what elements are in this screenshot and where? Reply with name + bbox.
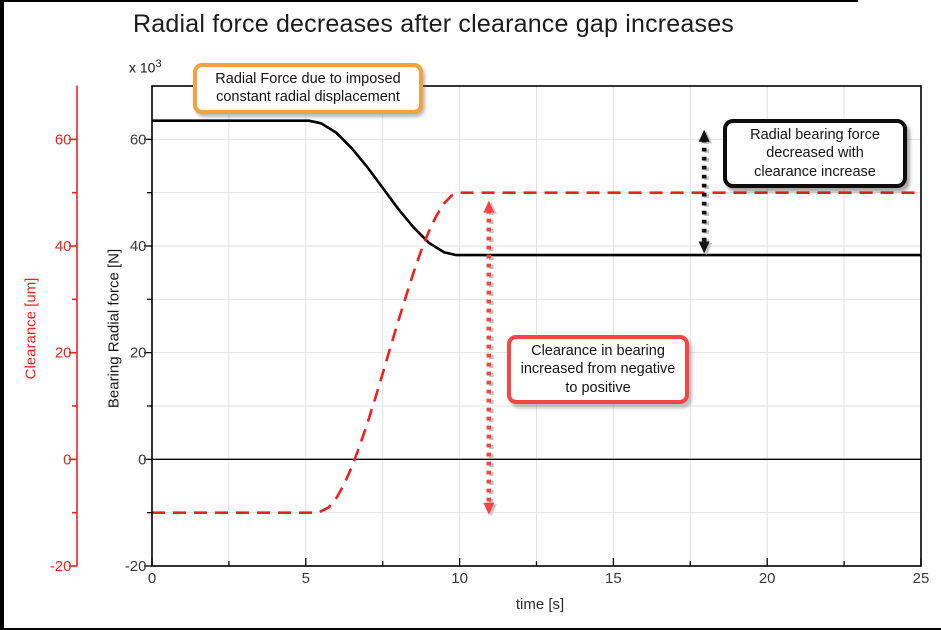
clearance-axis-label: Clearance [um] [22, 277, 40, 380]
clearance-tick-label: 60 [55, 131, 72, 148]
force-tick-label: 20 [130, 345, 147, 362]
force-tick-label: -20 [125, 558, 147, 575]
clearance-curve [152, 191, 921, 515]
x-tick-label: 10 [451, 570, 468, 587]
slide-border-bottom [0, 628, 941, 630]
callout-text-line: Clearance in bearing [531, 343, 665, 359]
clearance-tick-label: -20 [50, 558, 72, 575]
scale-exponent: 3 [155, 58, 162, 70]
force-tick-label: 60 [130, 131, 147, 148]
force-drop-arrow-head-bottom [698, 241, 710, 254]
clearance-tick-label: 40 [55, 238, 72, 255]
clearance-rise-arrow-head-top [483, 200, 495, 213]
callout-text-line: Radial bearing force [750, 127, 880, 143]
callout-text-line: Radial Force due to imposed [215, 71, 401, 87]
callout-text-line: increased from negative [520, 361, 676, 378]
x-tick-label: 20 [759, 570, 776, 587]
scale-base: x 10 [129, 59, 156, 76]
callout-force-decreased: Radial bearing force decreased with clea… [723, 119, 907, 188]
force-curve [152, 119, 921, 257]
x-axis-label: time [s] [515, 596, 565, 613]
callout-text-line: clearance increase [754, 163, 876, 180]
callout-text-line: decreased with [766, 145, 864, 162]
x-tick-label: 25 [913, 570, 930, 587]
clearance-rise-arrow-head-bottom [483, 502, 495, 515]
slide-border-top [0, 0, 858, 2]
clearance-tick-label: 20 [55, 345, 72, 362]
x-tick-label: 0 [148, 570, 156, 587]
x-tick-label: 5 [302, 570, 310, 587]
x-tick-label: 15 [605, 570, 622, 587]
force-drop-arrow-head-top [698, 129, 710, 142]
callout-text-line: to positive [565, 379, 631, 396]
clearance-tick-label: 0 [63, 451, 71, 468]
force-tick-label: 40 [130, 238, 147, 255]
force-tick-label: 0 [138, 451, 146, 468]
y-axis-scale-note: x 103 [129, 58, 162, 76]
callout-clearance-increased: Clearance in bearing increased from nega… [507, 335, 689, 404]
slide-border-left [0, 0, 4, 630]
force-axis-label: Bearing Radial force [N] [105, 248, 123, 409]
callout-text-line: constant radial displacement [216, 89, 400, 106]
chart-title: Radial force decreases after clearance g… [133, 10, 735, 38]
callout-imposed-displacement: Radial Force due to imposed constant rad… [193, 63, 423, 114]
